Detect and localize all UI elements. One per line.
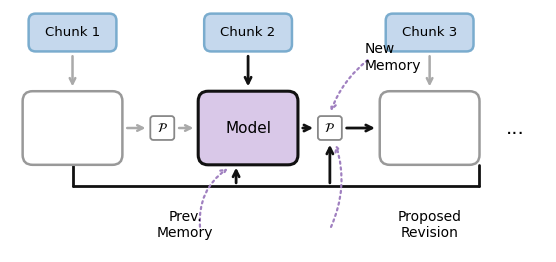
FancyBboxPatch shape [386,14,474,51]
FancyBboxPatch shape [204,14,292,51]
FancyBboxPatch shape [198,91,298,165]
Text: Proposed
Revision: Proposed Revision [398,210,461,240]
FancyBboxPatch shape [380,91,479,165]
Text: Model: Model [225,121,271,135]
Text: ...: ... [506,118,525,138]
FancyBboxPatch shape [318,116,342,140]
Text: Chunk 3: Chunk 3 [402,26,457,39]
FancyBboxPatch shape [23,91,122,165]
Text: Chunk 2: Chunk 2 [220,26,276,39]
Text: $\mathcal{P}$: $\mathcal{P}$ [157,122,168,134]
Text: Prev.
Memory: Prev. Memory [157,210,214,240]
FancyBboxPatch shape [28,14,116,51]
Text: Chunk 1: Chunk 1 [45,26,100,39]
FancyBboxPatch shape [150,116,174,140]
Text: New
Memory: New Memory [365,42,421,73]
Text: $\mathcal{P}$: $\mathcal{P}$ [325,122,335,134]
